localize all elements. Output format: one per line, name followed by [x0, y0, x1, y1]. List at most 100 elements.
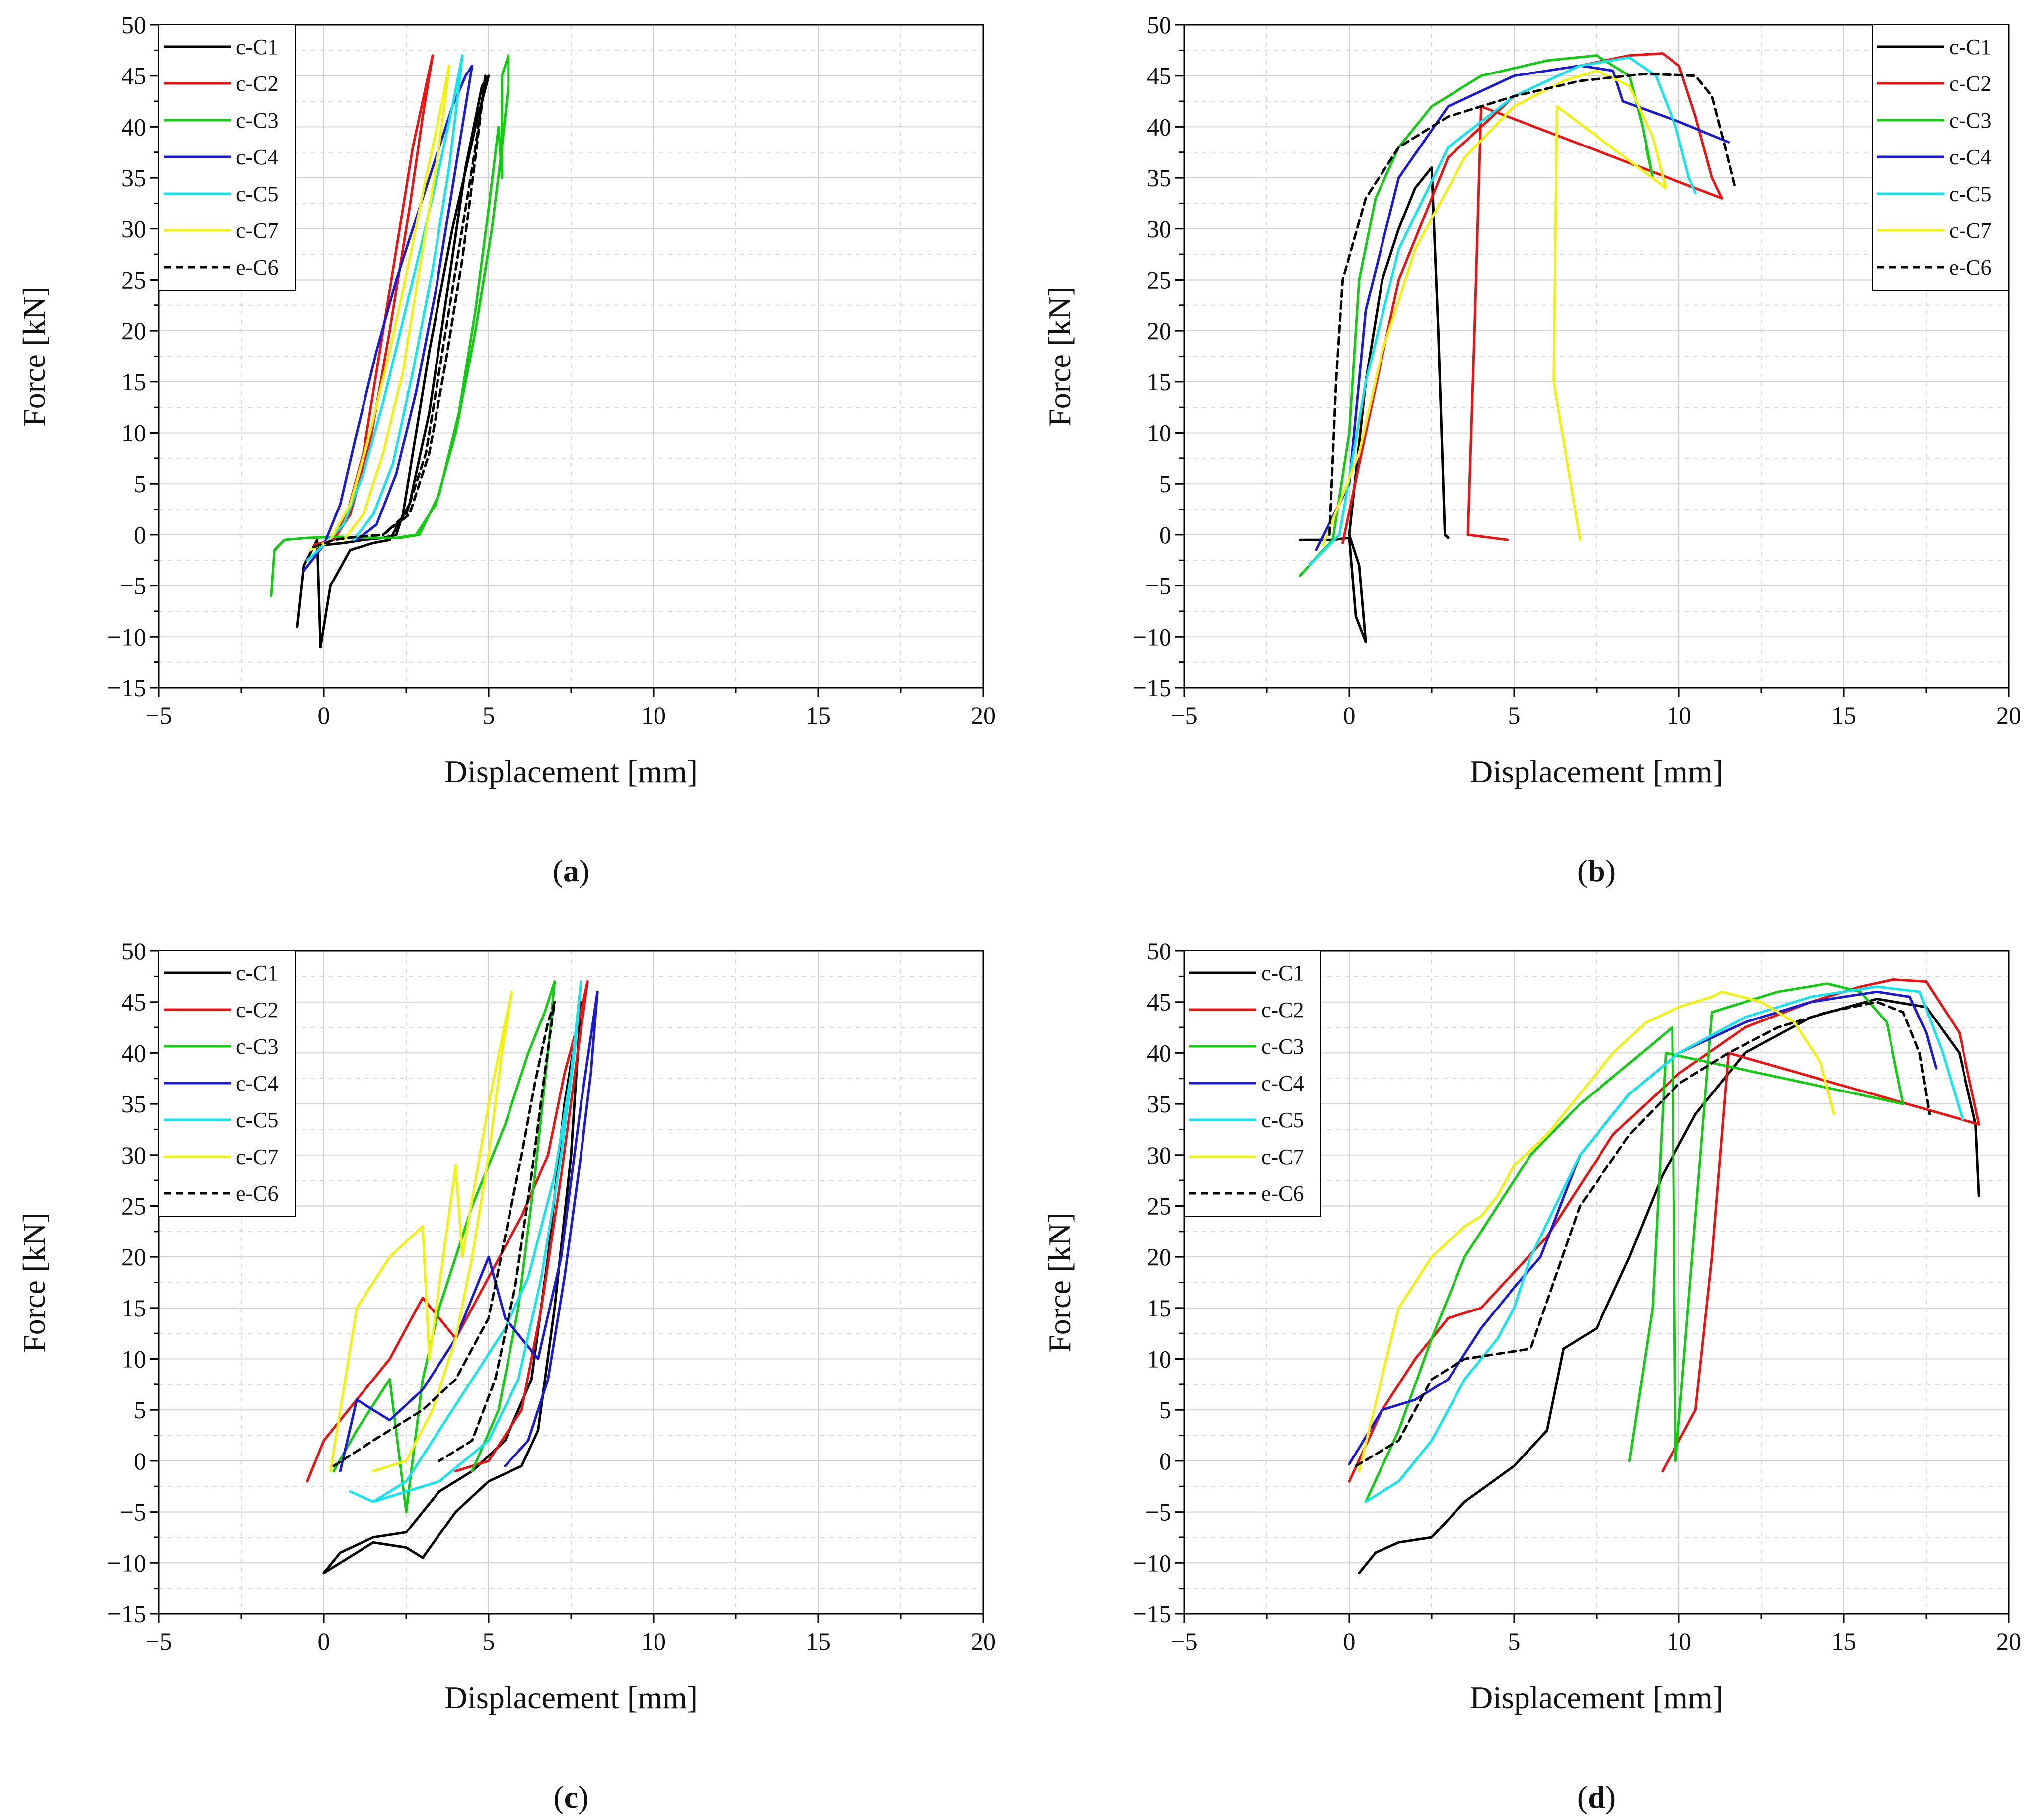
y-tick-label: −10: [107, 623, 146, 651]
panel-c: −5 0 5 10 15 20 −15 −10 −5 0 5 10 15 20 25 30 35 40 45 50 Di…: [16, 937, 996, 1815]
legend-label-c-C5: c-C5: [1261, 1108, 1304, 1132]
y-tick-label: 45: [1147, 988, 1171, 1016]
y-tick-label: 45: [1147, 62, 1171, 90]
x-tick-label: 10: [1667, 701, 1691, 729]
y-tick-label: 10: [121, 1345, 146, 1373]
y-tick-label: 5: [134, 470, 146, 498]
y-tick-label: 30: [121, 1141, 146, 1169]
series-line-c-C4: [1315, 64, 1730, 552]
y-tick-label: 20: [121, 317, 146, 345]
y-tick-label: 50: [1147, 937, 1171, 965]
y-tick-label: −15: [1133, 1600, 1171, 1628]
series-line-c-C7: [1321, 69, 1667, 546]
legend-label-c-C5: c-C5: [236, 182, 279, 206]
y-tick-label: 0: [134, 521, 146, 549]
x-tick-label: −5: [1171, 701, 1197, 729]
series-line-c-C1: [322, 1001, 582, 1575]
legend-label-c-C4: c-C4: [1261, 1071, 1304, 1095]
y-tick-label: 40: [1147, 113, 1171, 141]
y-tick-label: −10: [107, 1549, 146, 1577]
legend-label-c-C2: c-C2: [236, 72, 279, 96]
legend-label-c-C4: c-C4: [236, 145, 279, 169]
series-line-e-C6: [312, 74, 487, 549]
x-tick-label: 15: [1831, 1627, 1856, 1655]
x-axis-label: Displacement [mm]: [1470, 754, 1723, 789]
x-tick-label: 5: [1508, 701, 1521, 729]
y-tick-label: 20: [1147, 1243, 1171, 1271]
grid-a: [158, 24, 984, 688]
series-line-c-C2: [306, 980, 589, 1483]
y-tick-label: −10: [1133, 1549, 1171, 1577]
y-tick-label: 15: [121, 368, 146, 396]
y-tick-label: 50: [1147, 11, 1171, 39]
caption-letter: d: [1588, 1779, 1605, 1815]
legend-label-c-C2: c-C2: [1261, 998, 1304, 1022]
series-line-c-C5: [349, 980, 582, 1503]
x-tick-label: 15: [806, 1627, 831, 1655]
legend-label-e-C6: e-C6: [1261, 1181, 1304, 1206]
y-tick-label: −5: [120, 572, 146, 600]
y-tick-label: 50: [121, 937, 146, 965]
legend-d: c-C1 c-C2 c-C3 c-C4 c-C5 c-C7 e-C6: [1184, 950, 1321, 1217]
legend-label-c-C7: c-C7: [236, 1145, 279, 1169]
y-tick-label: 45: [121, 988, 146, 1016]
legend-label-e-C6: e-C6: [1949, 255, 1992, 280]
series-line-c-C5: [306, 54, 464, 562]
y-tick-label: 20: [121, 1243, 146, 1271]
y-axis-label: Force [kN]: [1042, 1212, 1077, 1353]
y-tick-label: 45: [121, 62, 146, 90]
legend-c: c-C1 c-C2 c-C3 c-C4 c-C5 c-C7 e-C6: [158, 950, 296, 1217]
series-line-c-C3: [1364, 982, 1904, 1503]
series-line-c-C2: [1341, 52, 1723, 544]
y-axis-label: Force [kN]: [16, 1212, 52, 1353]
panel-caption-a: (a): [553, 853, 590, 888]
y-tick-label: 5: [1159, 470, 1171, 498]
x-axis-label: Displacement [mm]: [444, 1680, 698, 1715]
y-tick-label: 30: [1147, 1141, 1171, 1169]
legend-label-c-C4: c-C4: [1949, 145, 1992, 169]
series-line-c-C1: [1298, 166, 1450, 644]
y-tick-label: 10: [1147, 419, 1171, 447]
y-tick-label: 30: [1147, 215, 1171, 243]
legend-label-c-C7: c-C7: [236, 218, 279, 243]
legend-label-c-C3: c-C3: [236, 1034, 279, 1059]
x-tick-label: 20: [1996, 1627, 2021, 1655]
series-line-c-C3: [270, 54, 510, 597]
legend-label-e-C6: e-C6: [236, 255, 279, 280]
y-tick-label: 40: [121, 113, 146, 141]
caption-letter: a: [563, 853, 579, 888]
y-tick-label: 35: [1147, 1090, 1171, 1118]
x-tick-label: −5: [146, 1627, 172, 1655]
y-tick-label: 40: [1147, 1039, 1171, 1067]
series-line-c-C2: [1348, 978, 1980, 1483]
series-line-e-C6: [1354, 1001, 1931, 1467]
panel-d: −5 0 5 10 15 20 −15 −10 −5 0 5 10 15 20 25 30 35 40 45 50 Di…: [1042, 937, 2021, 1815]
legend-label-c-C1: c-C1: [236, 35, 279, 59]
panel-caption-d: (d): [1577, 1779, 1616, 1815]
series-group-a: [270, 54, 510, 649]
legend-label-c-C3: c-C3: [236, 108, 279, 133]
legend-label-e-C6: e-C6: [236, 1181, 279, 1206]
y-tick-label: 0: [1159, 1447, 1171, 1475]
x-tick-label: 10: [641, 701, 666, 729]
x-tick-label: 0: [318, 1627, 330, 1655]
x-tick-label: 5: [483, 1627, 495, 1655]
series-line-c-C7: [309, 64, 450, 552]
caption-letter: c: [564, 1779, 578, 1815]
y-tick-label: −15: [107, 1600, 146, 1628]
legend-label-c-C7: c-C7: [1949, 218, 1992, 243]
y-tick-label: 0: [1159, 521, 1171, 549]
legend-b: c-C1 c-C2 c-C3 c-C4 c-C5 c-C7 e-C6: [1872, 24, 2009, 291]
y-tick-label: 40: [121, 1039, 146, 1067]
y-tick-label: 5: [1159, 1396, 1171, 1424]
series-group-c: [306, 980, 599, 1575]
series-line-c-C3: [1298, 54, 1654, 577]
series-group-d: [1348, 978, 1980, 1575]
legend-label-c-C2: c-C2: [236, 998, 279, 1022]
x-tick-label: 5: [483, 701, 495, 729]
y-tick-label: 50: [121, 11, 146, 39]
y-tick-label: 35: [121, 164, 146, 192]
y-tick-label: −5: [120, 1498, 146, 1526]
series-line-c-C5: [1308, 56, 1697, 567]
